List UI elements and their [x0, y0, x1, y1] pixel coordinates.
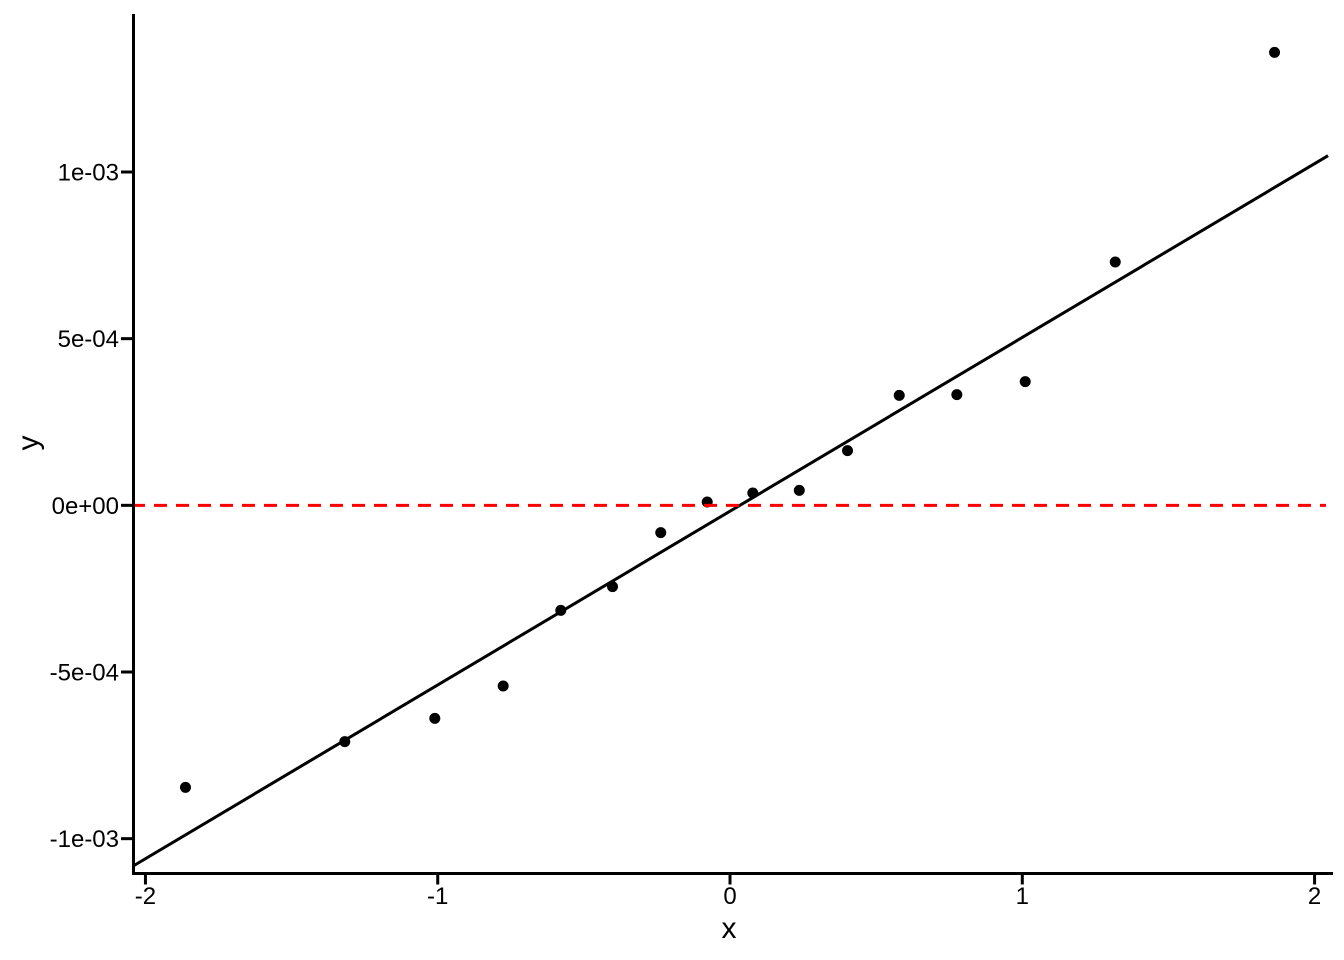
points-layer: [179, 46, 1281, 793]
y-tick-label: -1e-03: [50, 826, 119, 853]
data-point: [497, 680, 509, 692]
y-tick-label: 5e-04: [58, 326, 119, 353]
x-tick-label: -1: [427, 883, 448, 910]
x-tick-label: 0: [723, 883, 736, 910]
y-axis-title: y: [12, 436, 45, 451]
fit-line-layer: [132, 154, 1329, 868]
y-tick-label: 0e+00: [52, 493, 119, 520]
data-point: [429, 712, 441, 724]
data-point: [655, 527, 667, 539]
x-tick-label: -2: [135, 883, 156, 910]
y-tick-label: -5e-04: [50, 660, 119, 687]
axes-layer: -2 -1 0 1 2 -1e-03 -5e-04 0e+00 5e-04 1e-03: [50, 14, 1333, 910]
data-point: [607, 581, 619, 593]
y-tick-label: 1e-03: [58, 160, 119, 187]
x-tick-label: 2: [1308, 883, 1321, 910]
data-point: [951, 389, 963, 401]
x-axis-title: x: [722, 912, 737, 945]
x-tick-label: 1: [1016, 883, 1029, 910]
data-point: [793, 484, 805, 496]
data-point: [339, 736, 351, 748]
data-point: [179, 781, 191, 793]
data-point: [1109, 256, 1121, 268]
data-point: [555, 604, 567, 616]
data-point: [893, 389, 905, 401]
data-point: [1019, 376, 1031, 388]
fit-line: [132, 154, 1329, 868]
data-point: [1269, 46, 1281, 58]
data-point: [747, 487, 759, 499]
data-point: [842, 445, 854, 457]
